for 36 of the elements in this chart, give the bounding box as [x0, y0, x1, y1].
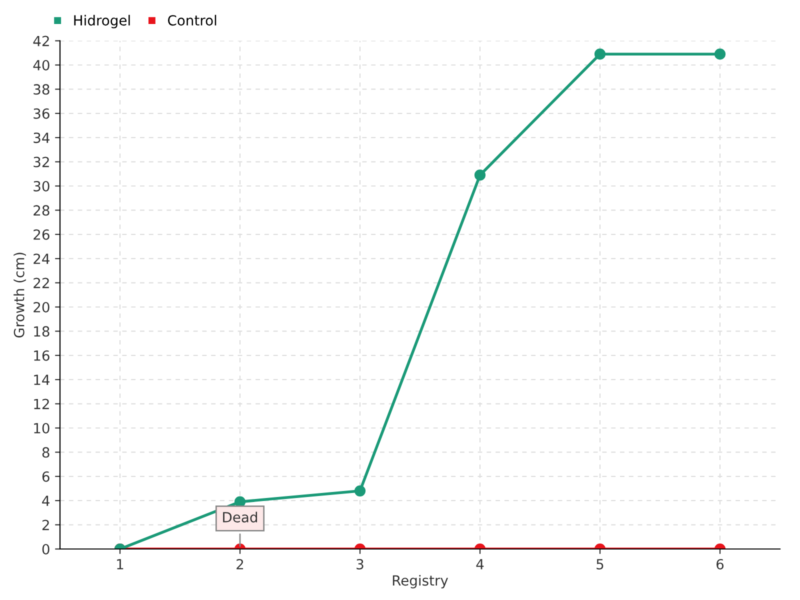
y-tick-label: 40 [33, 60, 50, 70]
x-tick-label: 2 [236, 558, 244, 570]
y-tick-label: 0 [42, 544, 50, 554]
point [714, 48, 726, 60]
y-tick-label: 8 [42, 447, 50, 458]
y-tick-label: 34 [34, 132, 50, 144]
legend-label: Control [168, 14, 216, 26]
x-tick-label: 1 [117, 559, 124, 570]
x-tick-label: 3 [356, 558, 364, 570]
y-tick-label: 36 [34, 108, 50, 119]
x-tick-label: 5 [596, 559, 604, 570]
y-tick-label: 10 [34, 422, 50, 434]
y-tick-label: 2 [42, 520, 49, 530]
x-tick-label: 6 [716, 558, 724, 570]
y-tick-label: 22 [34, 278, 49, 288]
point [474, 170, 486, 181]
x-tick-label: 4 [476, 559, 484, 570]
y-tick-label: 14 [34, 374, 50, 385]
y-tick-label: 16 [34, 350, 50, 361]
y-tick-label: 38 [34, 84, 50, 95]
x-axis-title: Registry [392, 574, 448, 588]
y-tick-label: 30 [34, 180, 50, 192]
y-tick-label: 18 [34, 326, 50, 337]
annotation: Dead [223, 512, 258, 522]
point [594, 48, 606, 60]
y-tick-label: 26 [34, 229, 50, 240]
y-tick-label: 12 [34, 398, 49, 410]
y-tick-label: 6 [42, 471, 50, 482]
legend-label: Hidrogel [74, 14, 130, 28]
y-tick-label: 4 [42, 496, 50, 506]
y-axis-title: Growth (cm) [14, 252, 26, 338]
y-tick-label: 28 [34, 205, 50, 216]
y-tick-label: 32 [34, 156, 49, 168]
y-tick-label: 20 [34, 302, 50, 312]
y-tick-label: 24 [34, 254, 50, 264]
y-tick-label: 42 [33, 36, 49, 46]
